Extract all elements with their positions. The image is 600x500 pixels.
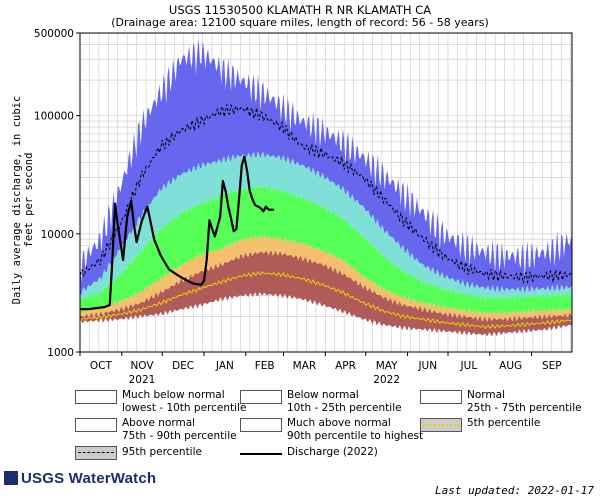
y-axis-label: Daily average discharge, in cubic feet p… xyxy=(11,95,35,305)
usgs-logo[interactable]: USGS WaterWatch xyxy=(4,470,156,487)
x-tick-label: SEP xyxy=(542,360,562,372)
x-tick-label: JUN xyxy=(417,360,437,372)
y-tick-label: 100000 xyxy=(34,111,74,123)
line-95th-percentile xyxy=(79,103,573,284)
legend-item-above: Above normal 75th - 90th percentile xyxy=(122,417,237,443)
legend-swatch-above xyxy=(75,418,117,432)
discharge-chart: 1000 10000 100000 500000 OCT NOV DEC JAN FEB MAR A… xyxy=(34,28,573,386)
x-tick-label: OCT xyxy=(90,360,113,372)
legend-desc: 90th percentile to highest xyxy=(287,430,424,442)
legend-swatch-much-below xyxy=(75,390,117,404)
usgs-wave-icon xyxy=(4,471,18,485)
legend-item-below: Below normal 10th - 25th percentile xyxy=(287,389,402,415)
legend-label: Much above normal xyxy=(287,417,391,429)
legend-label: Below normal xyxy=(287,389,359,401)
legend-label: 95th percentile xyxy=(122,446,202,458)
band-above-normal xyxy=(80,150,572,301)
legend-label: Above normal xyxy=(122,417,196,429)
band-below-normal xyxy=(80,234,572,322)
y-tick-label: 500000 xyxy=(34,28,74,40)
band-much-below-normal xyxy=(80,250,572,337)
legend-swatch-below xyxy=(240,390,282,404)
x-tick-label: JUL xyxy=(460,360,478,372)
band-normal xyxy=(80,185,572,316)
legend-label: Discharge (2022) xyxy=(287,446,378,458)
legend-swatch-p5 xyxy=(420,418,462,432)
x-tick-label: APR xyxy=(335,360,356,372)
x-tick-label: MAY xyxy=(376,360,398,372)
plot-frame xyxy=(79,32,573,353)
legend-item-p95: 95th percentile xyxy=(122,446,202,459)
chart-subtitle: (Drainage area: 12100 square miles, leng… xyxy=(111,16,489,29)
legend-desc: 75th - 90th percentile xyxy=(122,430,237,442)
legend-swatch-discharge xyxy=(240,453,282,455)
legend-item-discharge: Discharge (2022) xyxy=(287,446,378,459)
legend-desc: 10th - 25th percentile xyxy=(287,402,402,414)
band-much-above-normal xyxy=(80,37,572,296)
line-discharge-2022 xyxy=(80,155,275,311)
legend-swatch-normal xyxy=(420,390,462,404)
x-year-label: 2022 xyxy=(373,374,400,386)
chart-title: USGS 11530500 KLAMATH R NR KLAMATH CA xyxy=(168,3,432,17)
legend-item-p5: 5th percentile xyxy=(467,417,540,430)
legend-item-much-below: Much below normal lowest - 10th percenti… xyxy=(122,389,246,415)
line-5th-percentile xyxy=(79,270,573,330)
x-tick-label: DEC xyxy=(172,360,194,372)
legend-label: 5th percentile xyxy=(467,417,541,429)
x-tick-label: NOV xyxy=(130,360,154,372)
legend-desc: lowest - 10th percentile xyxy=(122,402,247,414)
legend-label: Normal xyxy=(467,389,505,401)
legend-item-normal: Normal 25th - 75th percentile xyxy=(467,389,582,415)
x-tick-label: JAN xyxy=(215,360,234,372)
legend-swatch-much-above xyxy=(240,418,282,432)
legend-swatch-p95 xyxy=(75,446,117,460)
y-tick-label: 1000 xyxy=(47,347,74,359)
y-tick-label: 10000 xyxy=(41,229,74,241)
x-tick-label: FEB xyxy=(255,360,275,372)
x-tick-label: AUG xyxy=(499,360,522,372)
x-tick-label: MAR xyxy=(293,360,317,372)
last-updated: Last updated: 2022-01-17 xyxy=(435,484,594,497)
x-year-label: 2021 xyxy=(129,374,156,386)
logo-text: USGS WaterWatch xyxy=(21,470,157,487)
legend-label: Much below normal xyxy=(122,389,225,401)
legend-desc: 25th - 75th percentile xyxy=(467,402,582,414)
legend-item-much-above: Much above normal 90th percentile to hig… xyxy=(287,417,423,443)
